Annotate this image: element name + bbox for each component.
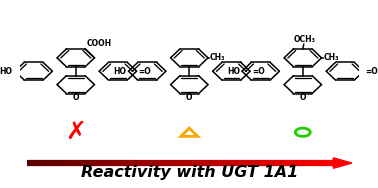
Polygon shape [333,158,352,168]
Text: O: O [73,93,79,102]
Text: HO: HO [0,67,13,76]
Text: ✗: ✗ [65,120,86,144]
Text: COOH: COOH [87,39,112,48]
Text: CH₃: CH₃ [210,53,225,62]
Text: =O: =O [252,67,265,76]
Text: O: O [186,93,192,102]
Text: OCH₃: OCH₃ [294,35,316,44]
Text: HO: HO [113,67,126,76]
Text: Reactivity with UGT 1A1: Reactivity with UGT 1A1 [81,165,298,180]
Text: O: O [299,93,306,102]
Text: HO: HO [227,67,240,76]
Text: CH₃: CH₃ [324,53,339,62]
Text: =O: =O [138,67,151,76]
Text: =O: =O [366,67,378,76]
